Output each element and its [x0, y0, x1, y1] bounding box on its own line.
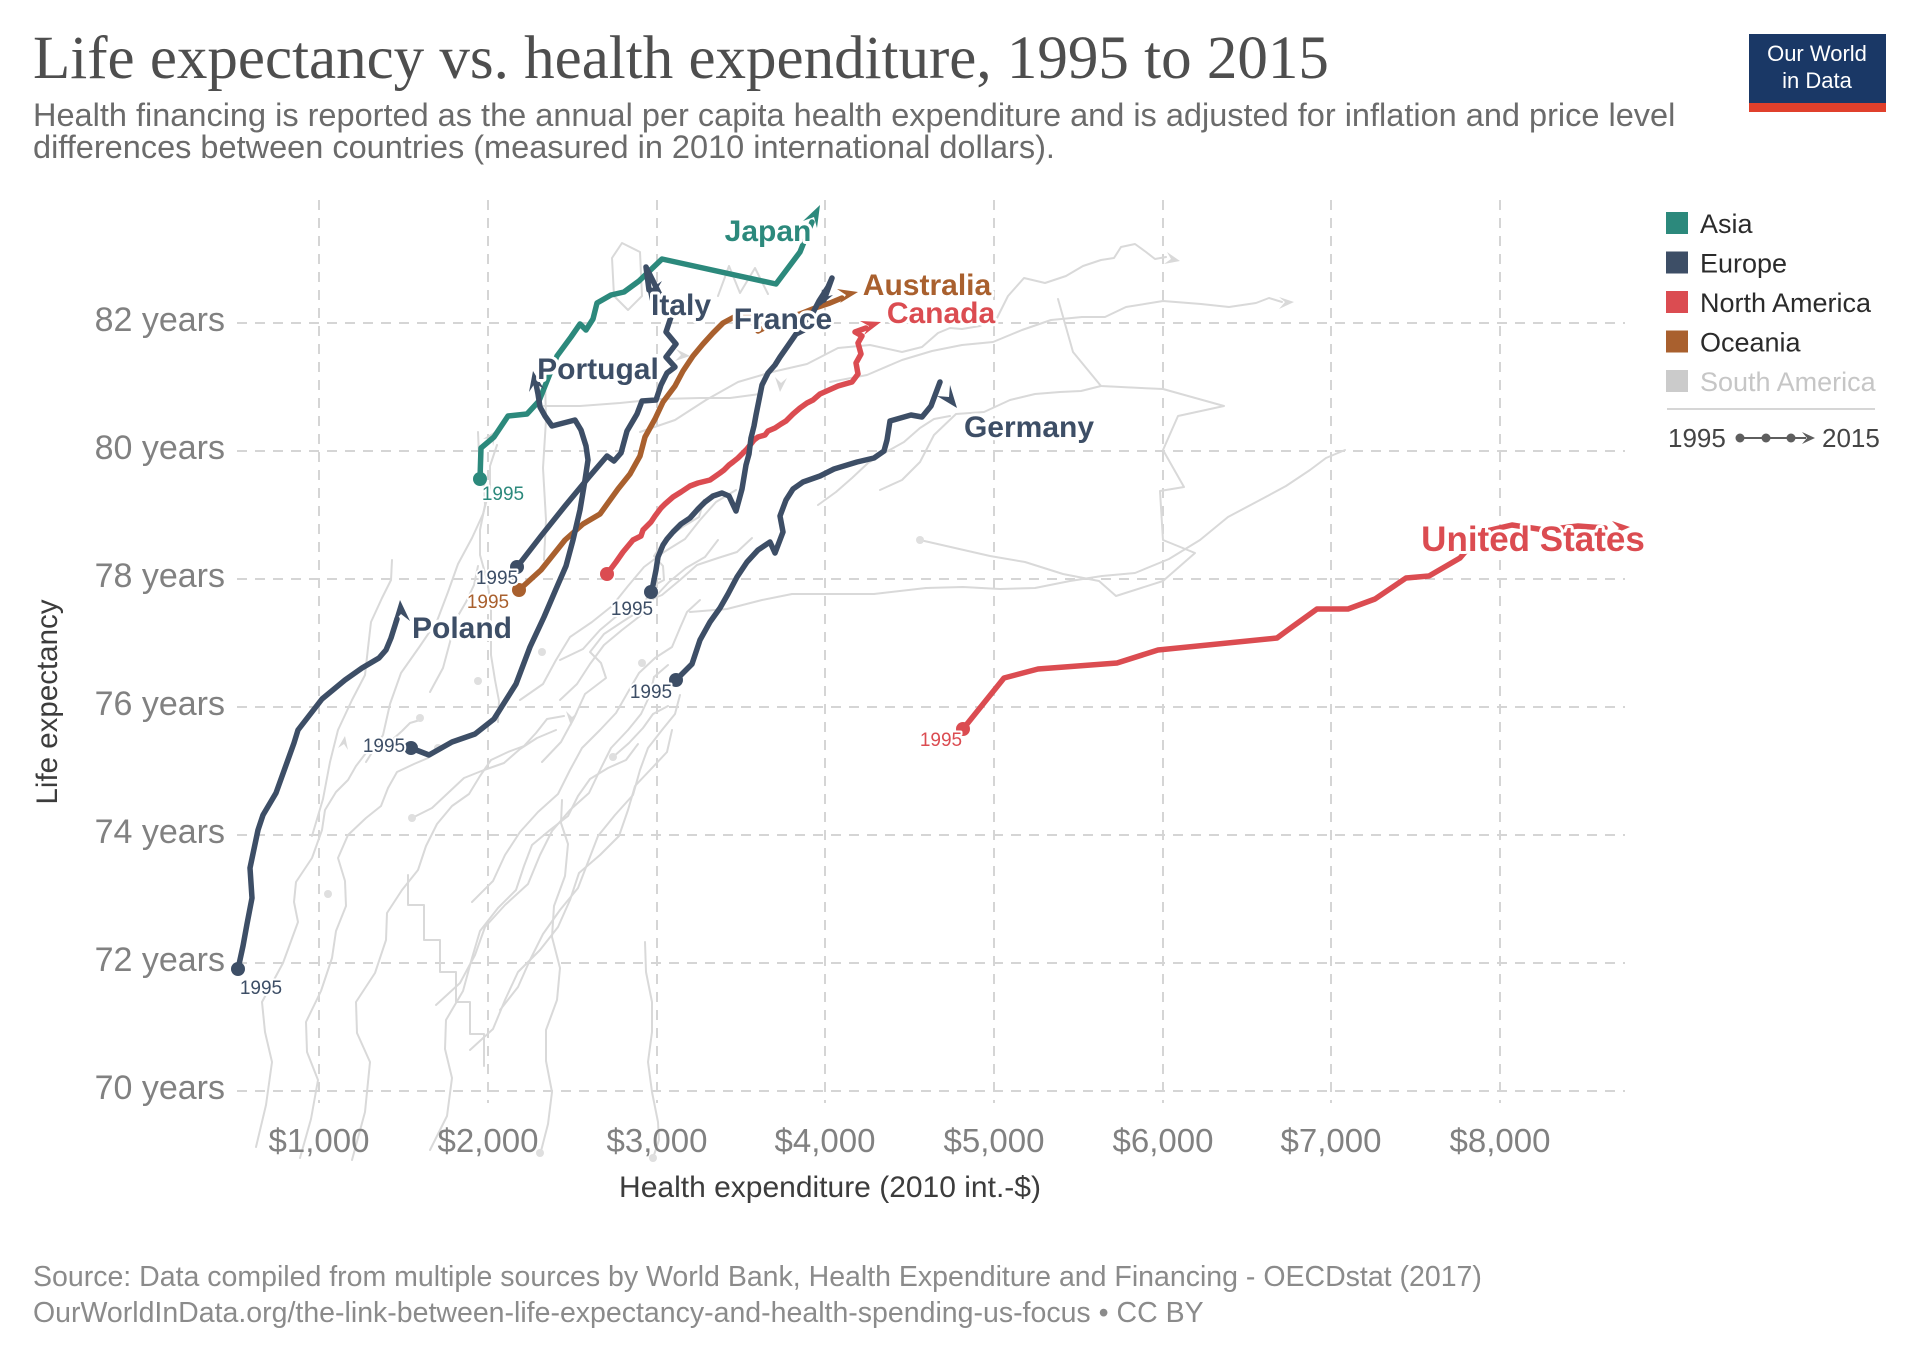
svg-text:1995: 1995	[1668, 423, 1726, 453]
svg-text:$1,000: $1,000	[269, 1122, 370, 1159]
svg-text:Portugal: Portugal	[537, 353, 659, 386]
svg-text:Asia: Asia	[1700, 209, 1754, 239]
svg-text:$7,000: $7,000	[1281, 1122, 1382, 1159]
svg-text:82 years: 82 years	[95, 301, 225, 339]
svg-text:1995: 1995	[240, 978, 282, 999]
svg-text:1995: 1995	[482, 484, 524, 505]
svg-text:$3,000: $3,000	[607, 1122, 708, 1159]
svg-text:$5,000: $5,000	[944, 1122, 1045, 1159]
svg-text:France: France	[734, 303, 832, 336]
svg-text:72 years: 72 years	[95, 941, 225, 979]
svg-text:74 years: 74 years	[95, 813, 225, 851]
svg-text:1995: 1995	[467, 592, 509, 613]
svg-text:Europe: Europe	[1700, 249, 1787, 279]
svg-text:Health financing is reported a: Health financing is reported as the annu…	[33, 97, 1675, 133]
svg-text:Canada: Canada	[887, 297, 996, 330]
svg-text:1995: 1995	[611, 599, 653, 620]
svg-text:80 years: 80 years	[95, 429, 225, 467]
svg-text:1995: 1995	[476, 568, 518, 589]
svg-text:$2,000: $2,000	[438, 1122, 539, 1159]
svg-text:2015: 2015	[1822, 423, 1880, 453]
svg-text:Poland: Poland	[412, 612, 512, 645]
svg-text:78 years: 78 years	[95, 557, 225, 595]
svg-text:Life expectancy: Life expectancy	[31, 599, 64, 804]
svg-text:$8,000: $8,000	[1450, 1122, 1551, 1159]
svg-text:differences between countries: differences between countries (measured …	[33, 129, 1055, 165]
svg-text:OurWorldInData.org/the-link-be: OurWorldInData.org/the-link-between-life…	[33, 1297, 1204, 1329]
svg-text:Australia: Australia	[863, 269, 992, 302]
svg-text:Germany: Germany	[964, 411, 1094, 444]
svg-text:Japan: Japan	[725, 215, 812, 248]
svg-text:70 years: 70 years	[95, 1069, 225, 1107]
svg-text:North America: North America	[1700, 288, 1872, 318]
svg-text:1995: 1995	[630, 682, 672, 703]
svg-text:United States: United States	[1421, 520, 1645, 559]
svg-text:Life expectancy vs. health exp: Life expectancy vs. health expenditure, …	[33, 25, 1329, 92]
svg-text:Italy: Italy	[651, 289, 711, 322]
svg-text:1995: 1995	[920, 730, 962, 751]
svg-text:Source: Data compiled from mul: Source: Data compiled from multiple sour…	[33, 1261, 1482, 1293]
svg-text:Oceania: Oceania	[1700, 328, 1802, 358]
svg-text:$4,000: $4,000	[775, 1122, 876, 1159]
svg-text:Health expenditure (2010 int.-: Health expenditure (2010 int.-$)	[619, 1171, 1041, 1204]
svg-text:76 years: 76 years	[95, 685, 225, 723]
svg-text:1995: 1995	[363, 736, 405, 757]
svg-text:Our World: Our World	[1767, 41, 1867, 66]
svg-text:South America: South America	[1700, 367, 1877, 397]
svg-text:in Data: in Data	[1782, 68, 1852, 93]
svg-text:$6,000: $6,000	[1113, 1122, 1214, 1159]
